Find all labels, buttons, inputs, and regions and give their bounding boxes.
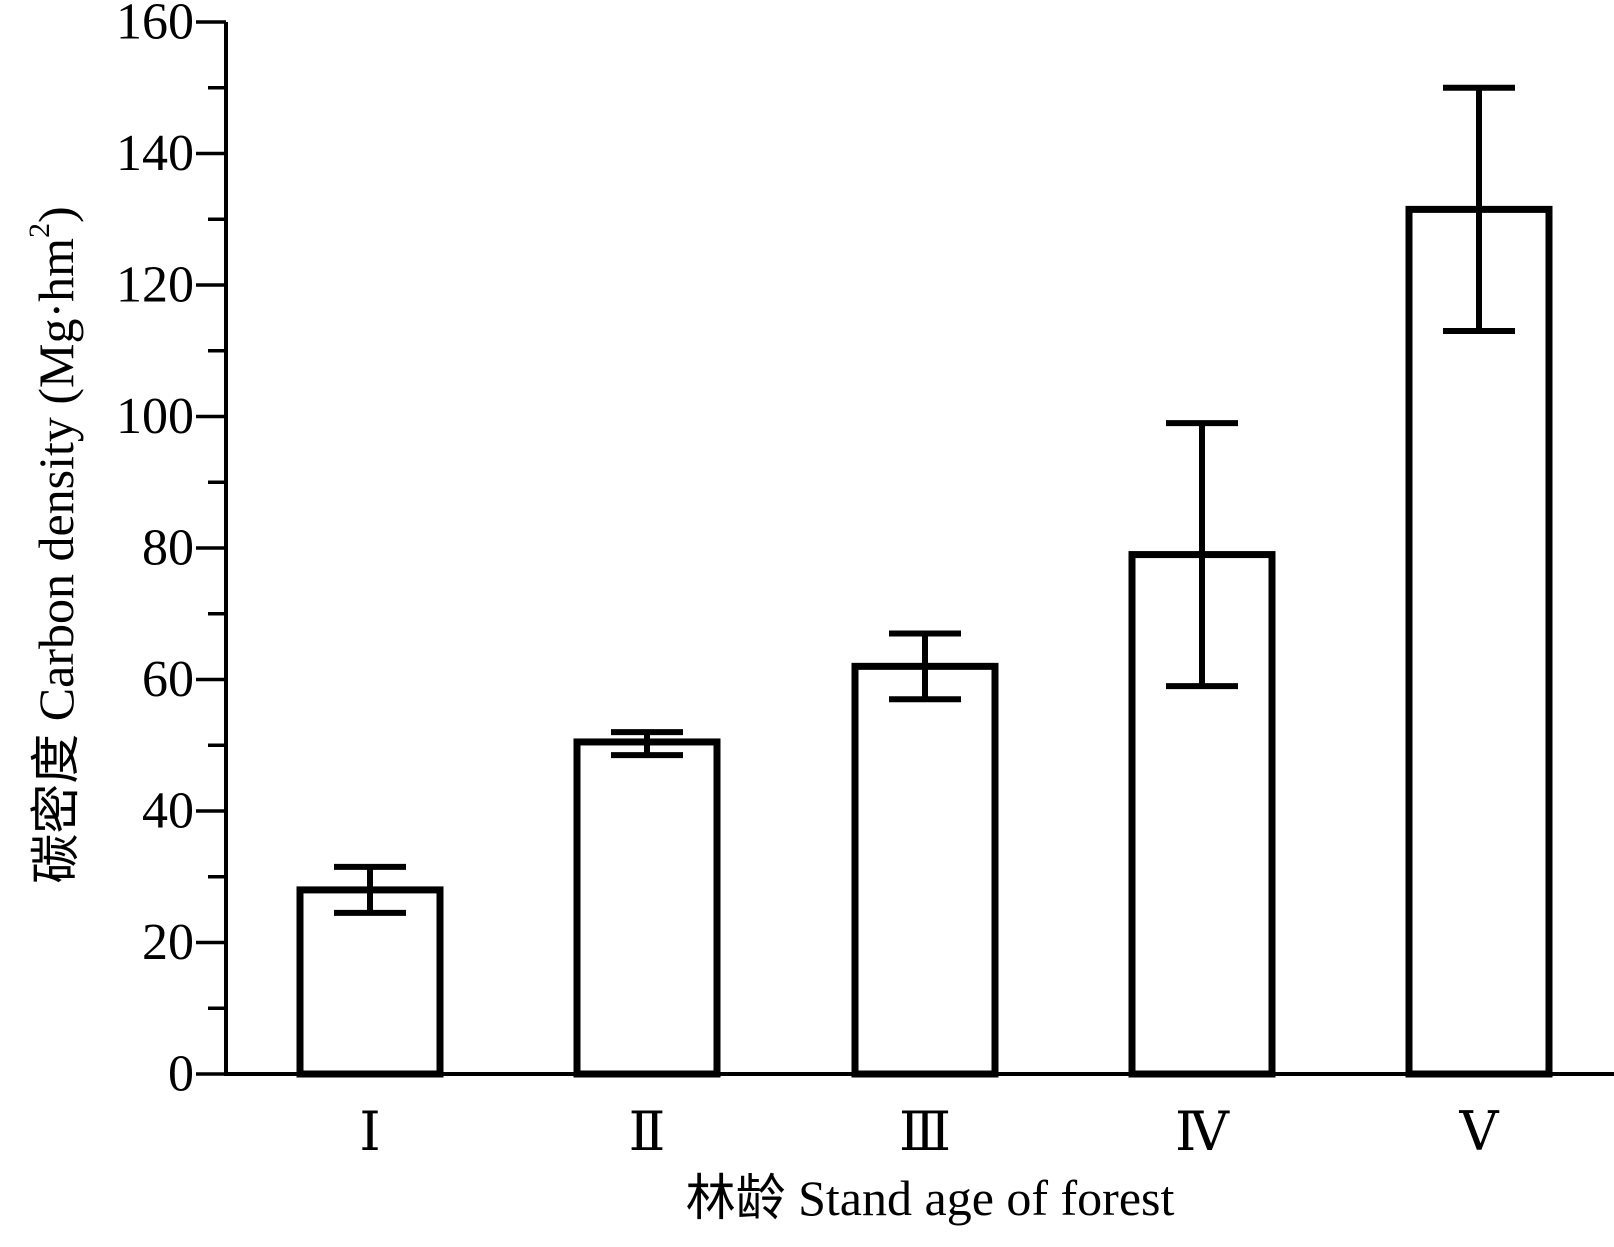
x-category-label: Ⅴ: [1459, 1102, 1500, 1162]
bar-3: [851, 662, 999, 1078]
x-category-label: Ⅰ: [359, 1102, 380, 1162]
y-axis-title: 碳密度 Carbon density (Mg·hm2): [23, 206, 84, 883]
y-tick-label: 40: [142, 783, 194, 840]
y-tick-label: 120: [116, 257, 194, 314]
bar-1: [296, 886, 444, 1078]
x-category-label: Ⅲ: [899, 1102, 951, 1162]
plot-area: 0 20 40 60 80 100 120 140 160 Ⅰ Ⅱ Ⅲ Ⅳ Ⅴ: [116, 0, 1614, 1162]
y-tick-label: 160: [116, 0, 194, 51]
y-axis-title-close: ): [28, 206, 84, 223]
x-axis-title: 林龄 Stand age of forest: [686, 1170, 1175, 1226]
bar-2: [573, 738, 721, 1078]
y-tick-label: 80: [142, 520, 194, 577]
y-tick-label: 0: [168, 1046, 194, 1103]
bar-5: [1405, 205, 1553, 1078]
y-axis-title-superscript: 2: [23, 223, 56, 238]
y-tick-label: 20: [142, 914, 194, 971]
x-category-label: Ⅱ: [629, 1102, 666, 1162]
y-tick-label: 60: [142, 651, 194, 708]
x-category-label: Ⅳ: [1175, 1102, 1230, 1162]
svg-text:碳密度 Carbon density (Mg·hm2): 碳密度 Carbon density (Mg·hm2): [23, 206, 84, 883]
y-tick-label: 100: [116, 388, 194, 445]
y-tick-label: 140: [116, 125, 194, 182]
y-axis-title-main: 碳密度 Carbon density (Mg·hm: [28, 238, 84, 884]
